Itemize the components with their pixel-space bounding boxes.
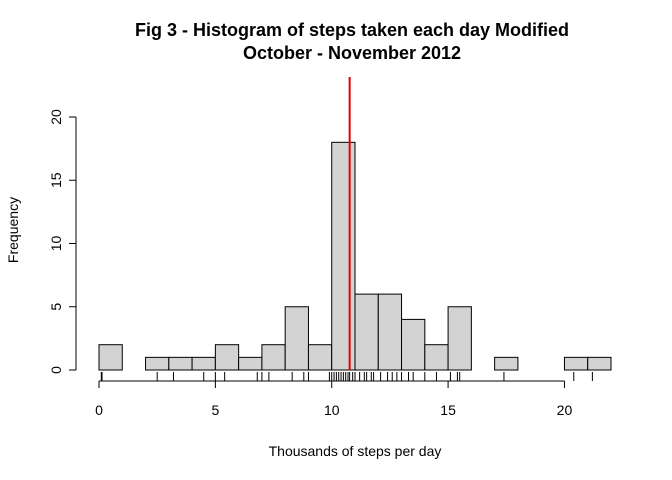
x-axis: 0 5 10 15 20: [95, 380, 573, 418]
y-tick-label: 5: [48, 303, 64, 311]
chart-subtitle: October - November 2012: [243, 43, 461, 63]
rug-group: [100, 372, 593, 381]
histogram-bar: [238, 356, 263, 371]
histogram-bar: [377, 293, 403, 371]
histogram-bar: [261, 344, 286, 371]
histogram-bar: [168, 356, 193, 371]
histogram-bar: [284, 306, 309, 371]
histogram-bar: [447, 306, 472, 371]
x-tick-label: 5: [211, 402, 219, 418]
x-tick-label: 15: [440, 402, 456, 418]
x-axis-label: Thousands of steps per day: [269, 443, 442, 459]
y-tick-label: 10: [48, 236, 64, 252]
histogram-bar: [145, 356, 170, 371]
histogram-bar: [587, 356, 612, 371]
y-tick-label: 20: [48, 109, 64, 125]
histogram-bar: [331, 141, 356, 371]
histogram-bar: [191, 356, 216, 371]
bars-group: [98, 141, 612, 371]
chart-title: Fig 3 - Histogram of steps taken each da…: [135, 20, 569, 40]
y-axis: 0 5 10 15 20: [48, 109, 77, 374]
histogram-bar: [354, 293, 379, 371]
y-tick-label: 15: [48, 172, 64, 188]
histogram-bar: [401, 318, 426, 371]
histogram-bar: [98, 344, 123, 371]
x-tick-label: 20: [557, 402, 573, 418]
histogram-bar: [307, 344, 333, 371]
histogram-bar: [214, 344, 240, 371]
y-tick-label: 0: [48, 366, 64, 374]
x-tick-label: 10: [324, 402, 340, 418]
histogram-bar: [494, 356, 519, 371]
y-axis-label: Frequency: [5, 197, 21, 263]
x-tick-label: 0: [95, 402, 103, 418]
histogram-bar: [563, 356, 589, 371]
histogram-bar: [424, 344, 449, 371]
